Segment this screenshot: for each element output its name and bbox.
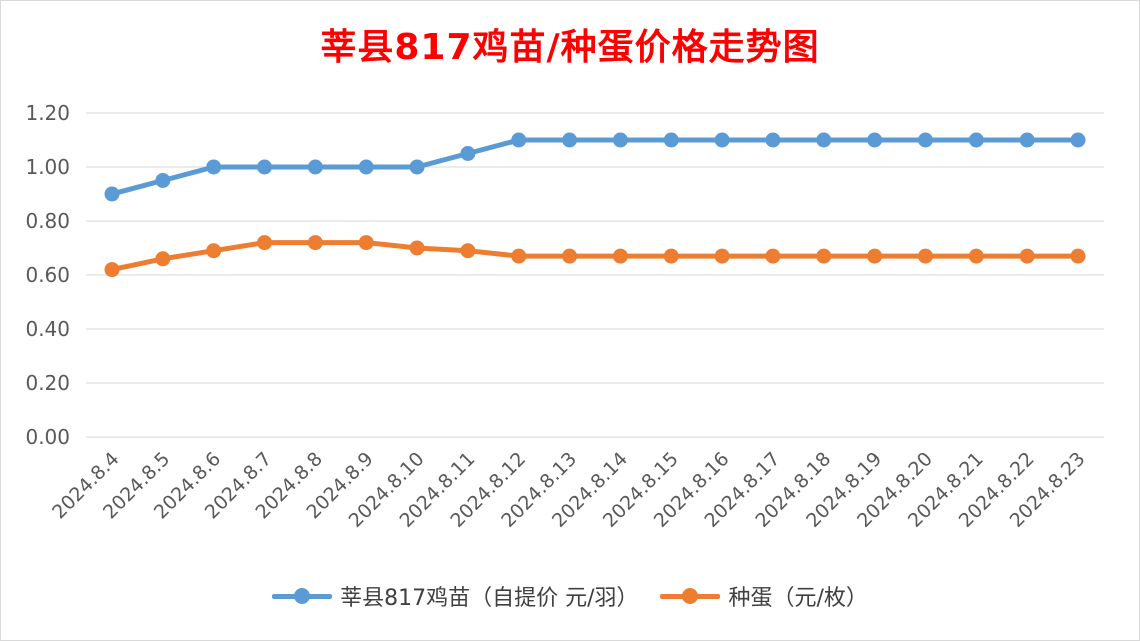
data-point[interactable] [765, 248, 781, 264]
y-tick-label: 1.00 [25, 155, 70, 179]
data-point[interactable] [714, 132, 730, 148]
data-point[interactable] [816, 248, 832, 264]
legend-label-egg: 种蛋（元/枚） [728, 586, 868, 611]
data-point[interactable] [1070, 248, 1086, 264]
gridlines [86, 112, 1104, 438]
data-point[interactable] [257, 235, 273, 251]
data-point[interactable] [612, 132, 628, 148]
data-point[interactable] [307, 159, 323, 175]
data-point[interactable] [155, 251, 171, 267]
chart-title: 莘县817鸡苗/种蛋价格走势图 [320, 27, 820, 68]
legend-swatch-chick [272, 588, 333, 604]
series-points [104, 132, 1086, 278]
data-point[interactable] [1019, 132, 1035, 148]
y-tick-label: 0.80 [25, 209, 70, 233]
data-point[interactable] [409, 159, 425, 175]
data-point[interactable] [104, 186, 120, 202]
data-point[interactable] [460, 243, 476, 259]
data-point[interactable] [358, 235, 374, 251]
y-tick-label: 0.60 [25, 263, 70, 287]
data-point[interactable] [460, 146, 476, 161]
data-point[interactable] [917, 132, 933, 148]
data-point[interactable] [511, 248, 527, 264]
data-point[interactable] [663, 248, 679, 264]
data-point[interactable] [562, 132, 578, 148]
data-point[interactable] [155, 173, 171, 188]
data-point[interactable] [765, 132, 781, 148]
legend-item-chick[interactable]: 莘县817鸡苗（自提价 元/羽） [272, 580, 638, 612]
data-point[interactable] [663, 132, 679, 148]
data-point[interactable] [867, 248, 883, 264]
data-point[interactable] [714, 248, 730, 264]
data-point[interactable] [968, 132, 984, 148]
legend-swatch-egg [660, 588, 721, 604]
y-tick-label: 0.00 [25, 425, 70, 449]
legend-item-egg[interactable]: 种蛋（元/枚） [660, 580, 868, 612]
data-point[interactable] [206, 243, 222, 259]
data-point[interactable] [307, 235, 323, 251]
y-tick-label: 0.40 [25, 317, 70, 341]
series-lines [109, 137, 1081, 273]
series-line-1 [109, 240, 1081, 273]
data-point[interactable] [511, 132, 527, 148]
y-tick-labels: 0.00 0.20 0.40 0.60 0.80 1.00 1.20 [25, 101, 70, 449]
data-point[interactable] [867, 132, 883, 148]
data-point[interactable] [358, 159, 374, 175]
series-line-0 [109, 137, 1081, 197]
data-point[interactable] [1019, 248, 1035, 264]
y-tick-label: 1.20 [25, 101, 70, 125]
data-point[interactable] [917, 248, 933, 264]
legend-label-chick: 莘县817鸡苗（自提价 元/羽） [340, 586, 639, 611]
data-point[interactable] [562, 248, 578, 264]
y-tick-label: 0.20 [25, 371, 70, 395]
data-point[interactable] [1070, 132, 1086, 148]
data-point[interactable] [612, 248, 628, 264]
x-tick-labels: 2024.8.42024.8.52024.8.62024.8.72024.8.8… [48, 448, 1089, 532]
data-point[interactable] [257, 159, 273, 175]
data-point[interactable] [816, 132, 832, 148]
data-point[interactable] [206, 159, 222, 175]
legend: 莘县817鸡苗（自提价 元/羽） 种蛋（元/枚） [0, 580, 1140, 612]
data-point[interactable] [968, 248, 984, 264]
data-point[interactable] [409, 240, 425, 256]
data-point[interactable] [104, 262, 120, 278]
